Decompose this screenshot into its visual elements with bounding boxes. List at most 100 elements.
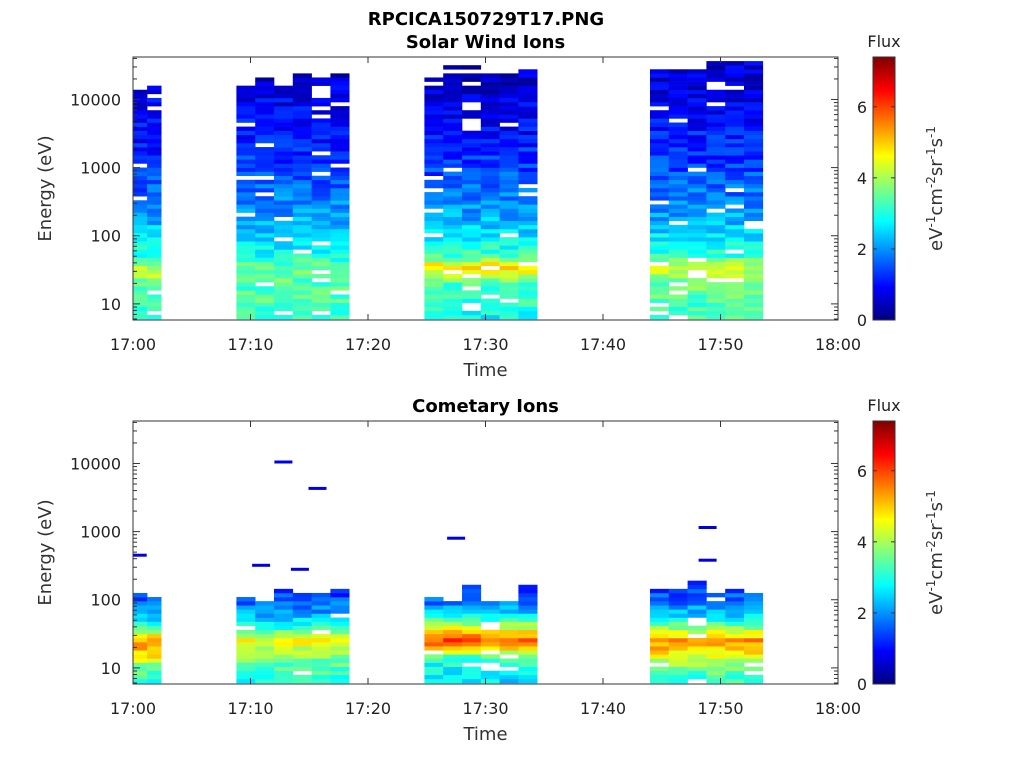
- heatmap-cell: [650, 625, 670, 631]
- heatmap-cell: [330, 155, 350, 160]
- heatmap-cell: [499, 179, 519, 185]
- heatmap-cell: [518, 592, 538, 598]
- heatmap-cell: [462, 621, 482, 626]
- heatmap-cell: [274, 269, 294, 275]
- heatmap-cell: [255, 265, 275, 271]
- heatmap-cell: [706, 151, 726, 156]
- heatmap-cell: [744, 65, 764, 70]
- heatmap-cell: [292, 310, 312, 316]
- heatmap-cell: [462, 597, 482, 602]
- heatmap-cell: [424, 302, 444, 308]
- heatmap-cell: [725, 142, 745, 148]
- heatmap-cell: [462, 310, 482, 316]
- heatmap-cell: [274, 134, 294, 140]
- heatmap-cell: [443, 110, 463, 115]
- heatmap-cell: [480, 278, 500, 283]
- heatmap-cell: [518, 625, 538, 631]
- heatmap-cell: [424, 294, 444, 299]
- heatmap-cell: [147, 245, 162, 250]
- panel-cometary-ions: 17:00 17:10 17:20 17:30 17:40 17:50 18:0010100…: [35, 396, 947, 745]
- heatmap-cell: [255, 81, 275, 86]
- heatmap-cell: [443, 208, 463, 213]
- heatmap-cell: [292, 592, 312, 598]
- heatmap-cell: [330, 85, 350, 91]
- heatmap-cell: [462, 188, 482, 193]
- heatmap-cell: [443, 89, 463, 95]
- heatmap-cell: [255, 179, 275, 185]
- heatmap-cell: [292, 642, 312, 647]
- heatmap-cell: [480, 678, 500, 684]
- heatmap-cell: [311, 134, 331, 140]
- heatmap-cell: [255, 216, 275, 222]
- heatmap-cell: [133, 228, 148, 234]
- heatmap-cell: [424, 678, 444, 684]
- heatmap-cell: [706, 286, 726, 291]
- heatmap-cell: [443, 81, 463, 86]
- heatmap-cell: [311, 625, 331, 631]
- heatmap-cell: [133, 93, 148, 99]
- heatmap-cell: [518, 654, 538, 659]
- heatmap-cell: [687, 670, 707, 676]
- heatmap-cell: [255, 642, 275, 647]
- heatmap-cell: [274, 597, 294, 602]
- heatmap-cell: [274, 196, 294, 201]
- heatmap-cell: [650, 609, 670, 614]
- heatmap-cell: [725, 228, 745, 234]
- heatmap-cell: [744, 102, 764, 107]
- heatmap-cell: [480, 674, 500, 680]
- heatmap-cell: [480, 188, 500, 193]
- heatmap-cell: [687, 220, 707, 226]
- heatmap-cell: [443, 175, 463, 181]
- heatmap-cell: [236, 306, 256, 312]
- heatmap-cell: [424, 110, 444, 115]
- heatmap-cell: [706, 228, 726, 234]
- heatmap-cell: [274, 179, 294, 185]
- heatmap-cell: [480, 151, 500, 156]
- sparse-point: [290, 567, 309, 571]
- heatmap-cell: [462, 609, 482, 614]
- heatmap-cell: [274, 208, 294, 213]
- heatmap-cell: [311, 642, 331, 647]
- heatmap-cell: [668, 163, 688, 168]
- heatmap-cell: [255, 269, 275, 275]
- heatmap-cell: [236, 310, 256, 316]
- heatmap-cell: [725, 114, 745, 119]
- heatmap-cell: [274, 155, 294, 160]
- heatmap-cell: [480, 245, 500, 250]
- heatmap-cell: [725, 77, 745, 82]
- heatmap-cell: [462, 110, 482, 115]
- heatmap-cell: [311, 208, 331, 213]
- heatmap-cell: [725, 212, 745, 217]
- heatmap-cell: [462, 228, 482, 234]
- heatmap-cell: [706, 290, 726, 295]
- heatmap-cell: [274, 142, 294, 148]
- heatmap-cell: [292, 138, 312, 144]
- heatmap-cell: [311, 298, 331, 303]
- heatmap-cell: [687, 601, 707, 606]
- heatmap-cell: [499, 77, 519, 82]
- heatmap-cell: [255, 151, 275, 156]
- heatmap-cell: [725, 617, 745, 622]
- heatmap-cell: [499, 110, 519, 115]
- heatmap-cell: [706, 183, 726, 189]
- heatmap-cell: [292, 261, 312, 267]
- heatmap-cell: [725, 678, 745, 684]
- heatmap-cell: [706, 253, 726, 258]
- heatmap-cell: [147, 261, 162, 267]
- heatmap-cell: [518, 142, 538, 148]
- heatmap-cell: [499, 609, 519, 614]
- heatmap-cell: [255, 245, 275, 250]
- heatmap-cell: [744, 241, 764, 246]
- heatmap-cell: [706, 69, 726, 74]
- heatmap-cell: [255, 314, 275, 320]
- heatmap-cell: [330, 298, 350, 303]
- heatmap-cell: [650, 216, 670, 222]
- heatmap-cell: [725, 642, 745, 647]
- heatmap-cell: [292, 122, 312, 127]
- heatmap-cell: [424, 93, 444, 99]
- heatmap-cell: [499, 650, 519, 655]
- heatmap-cell: [443, 674, 463, 680]
- heatmap-cell: [687, 147, 707, 152]
- heatmap-cell: [518, 147, 538, 152]
